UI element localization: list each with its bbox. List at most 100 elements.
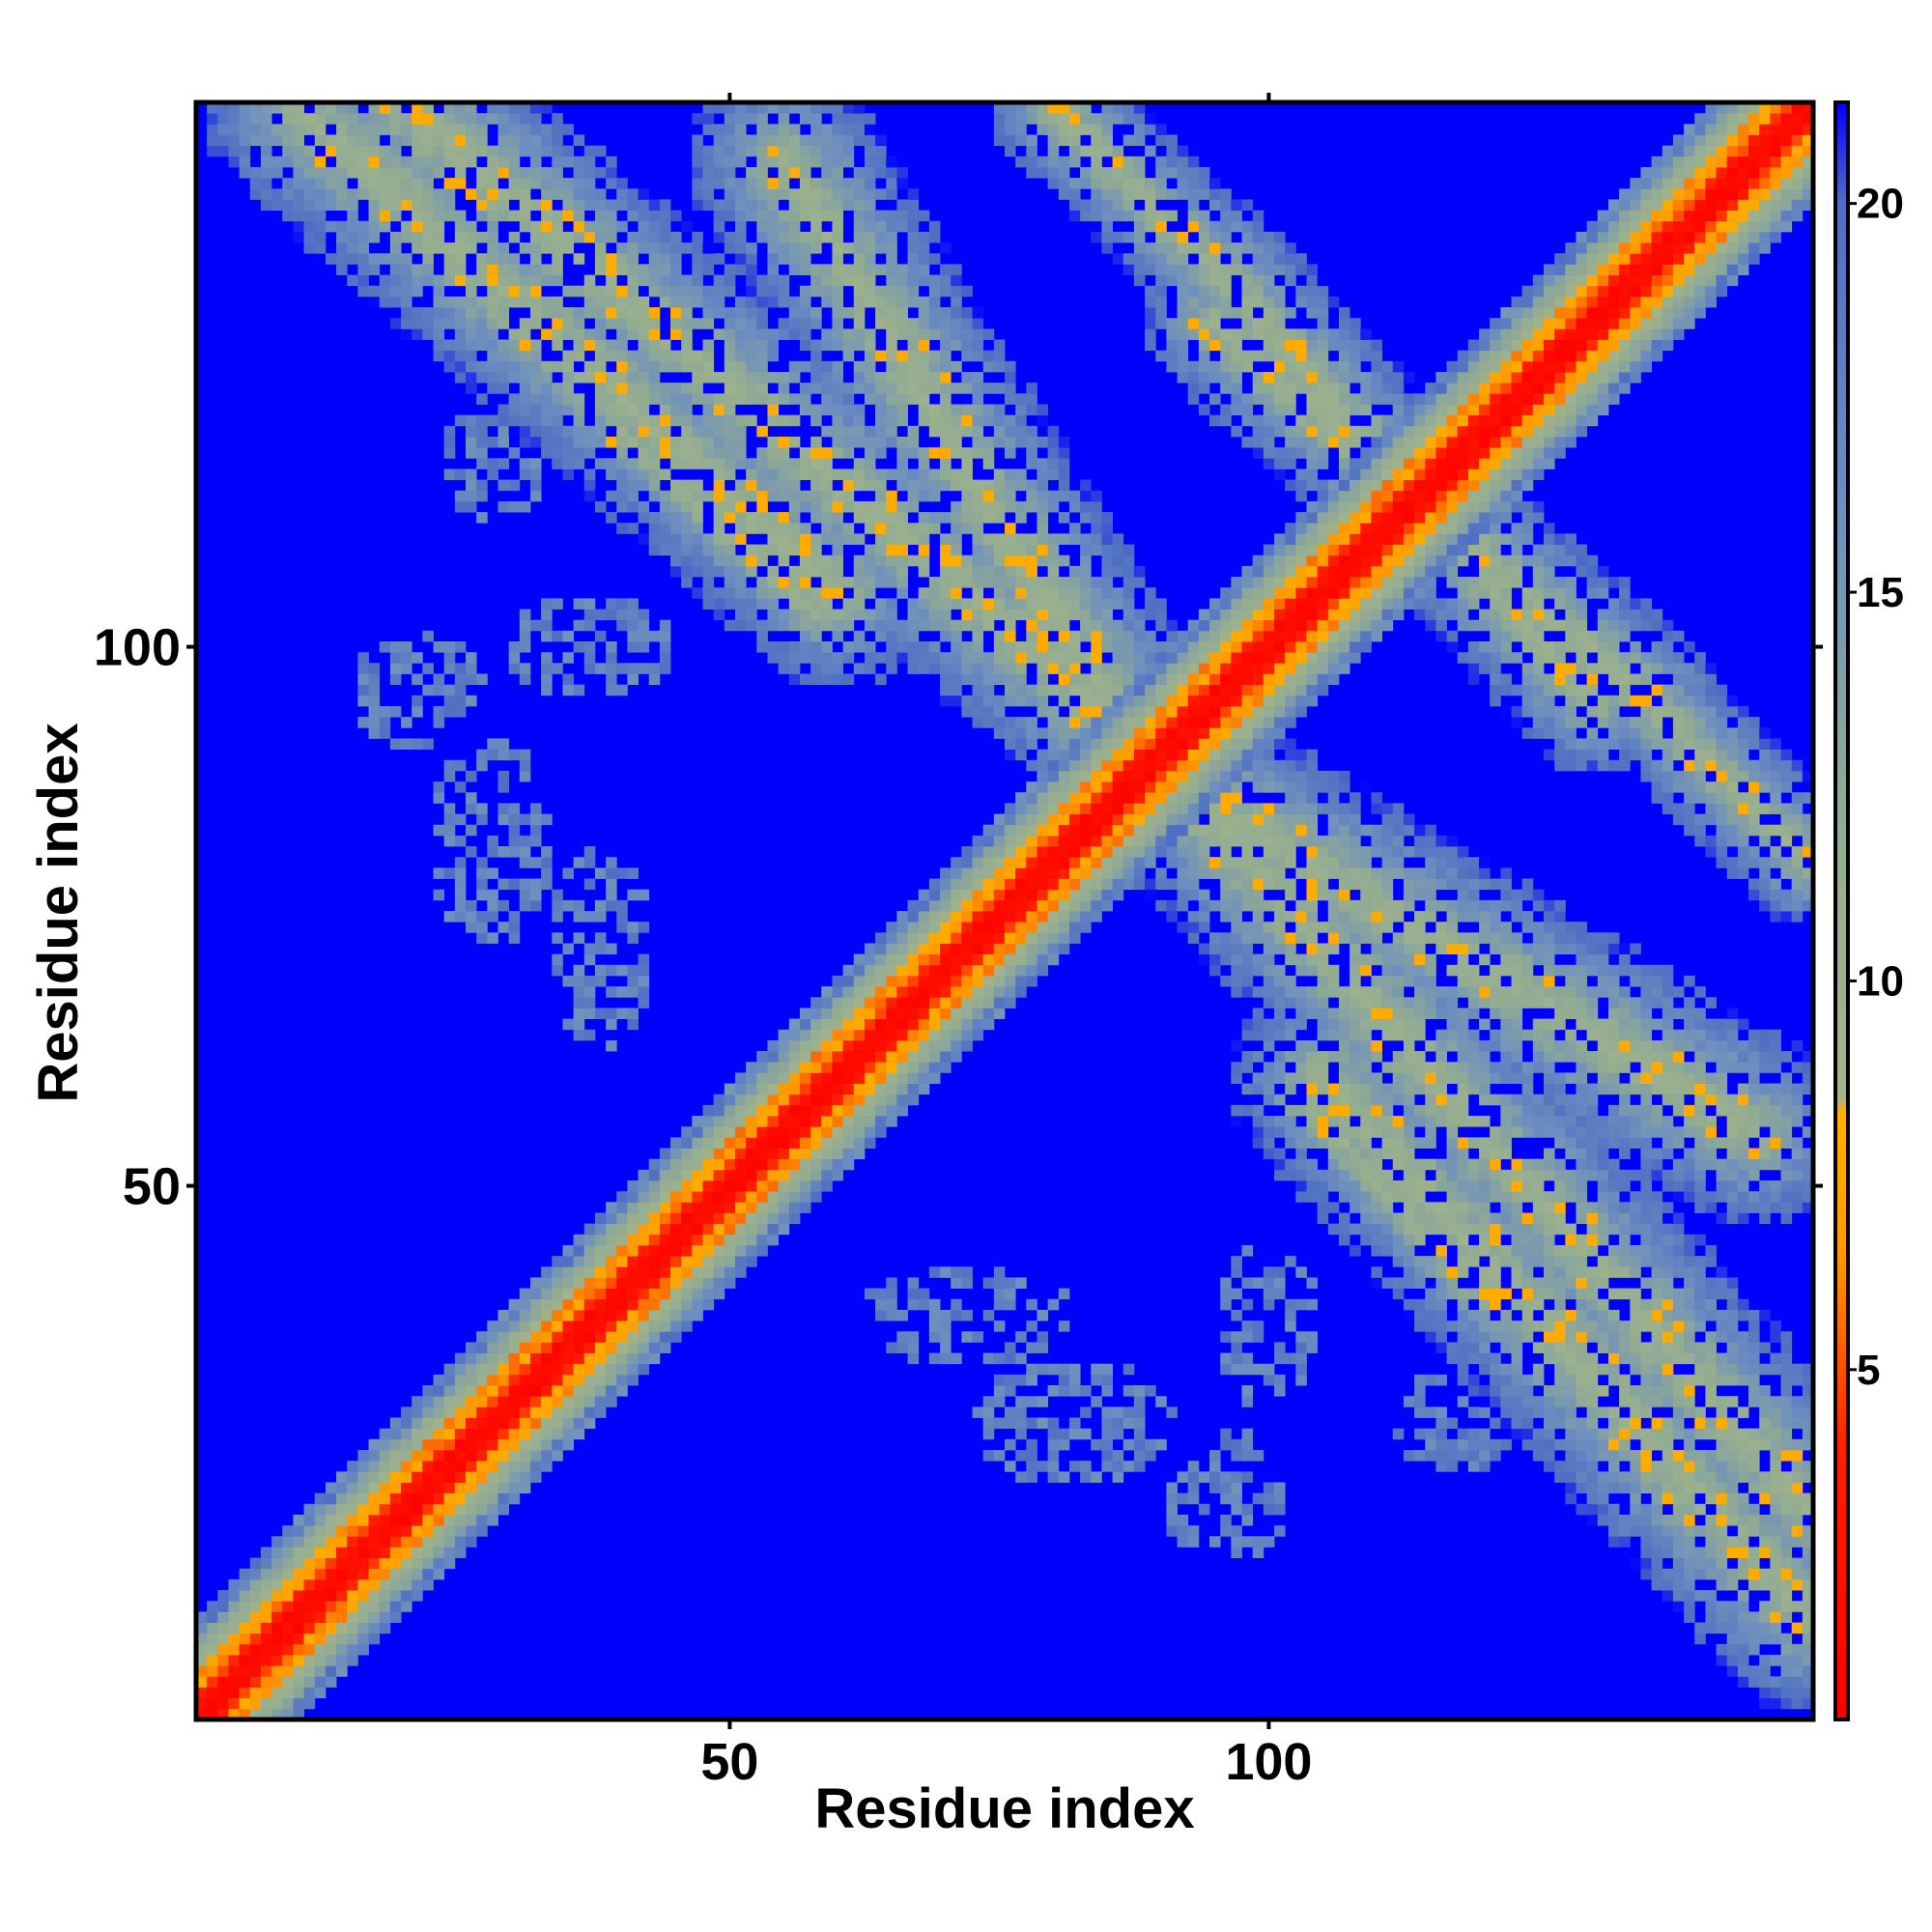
heatmap-cell [886,1277,897,1289]
heatmap-cell [648,479,661,492]
heatmap-cell [443,134,456,147]
heatmap-cell [713,166,725,179]
heatmap-cell [454,1363,467,1376]
heatmap-cell [433,1482,445,1494]
heatmap-cell [907,964,920,977]
heatmap-cell [982,479,995,492]
heatmap-cell [1005,878,1016,891]
heatmap-cell [1015,943,1027,955]
heatmap-cell [508,932,521,944]
heatmap-cell [702,1180,715,1192]
heatmap-cell [196,1708,208,1719]
heatmap-cell [401,188,412,200]
heatmap-cell [659,199,671,211]
heatmap-cell [389,1590,402,1602]
heatmap-cell [529,878,542,891]
heatmap-cell [519,383,531,394]
heatmap-cell [389,1503,402,1516]
heatmap-cell [606,383,617,394]
heatmap-cell [767,469,780,480]
heatmap-cell [541,1417,553,1430]
heatmap-cell [552,1256,563,1267]
heatmap-cell [519,1363,531,1376]
heatmap-cell [401,1514,412,1526]
heatmap-cell [401,652,412,664]
heatmap-cell [1005,102,1016,114]
heatmap-cell [1026,1438,1037,1451]
heatmap-cell [638,1288,650,1300]
heatmap-cell [670,350,682,362]
heatmap-cell [573,458,585,469]
heatmap-cell [627,609,639,621]
heatmap-cell [810,630,822,642]
heatmap-cell [886,404,897,416]
heatmap-cell [368,124,381,135]
heatmap-cell [940,684,952,696]
heatmap-cell [368,663,381,674]
heatmap-cell [982,846,995,858]
heatmap-cell [627,393,639,405]
heatmap-cell [368,166,381,179]
heatmap-cell [422,134,434,147]
heatmap-cell [217,102,229,114]
heatmap-cell [529,835,542,847]
heatmap-cell [529,318,542,329]
heatmap-cell [519,889,531,901]
heatmap-cell [1198,717,1210,728]
heatmap-cell [389,663,402,674]
heatmap-cell [562,1244,574,1257]
heatmap-cell [832,652,843,664]
heatmap-cell [1080,490,1092,502]
heatmap-cell [368,717,381,728]
heatmap-cell [508,1385,521,1397]
heatmap-cell [466,436,477,448]
heatmap-cell [389,1450,402,1462]
heatmap-cell [951,630,962,642]
heatmap-cell [1047,565,1060,578]
heatmap-cell [207,113,218,125]
heatmap-cell [724,166,736,179]
heatmap-cell [1133,178,1146,189]
heatmap-cell [713,274,725,287]
heatmap-cell [1122,673,1135,686]
heatmap-cell [1026,436,1037,448]
heatmap-cell [1047,663,1060,674]
heatmap-cell [940,943,952,955]
heatmap-cell [552,1428,563,1440]
heatmap-cell [466,1492,477,1505]
heatmap-cell [928,1298,941,1311]
heatmap-cell [896,210,908,222]
heatmap-cell [541,383,553,394]
heatmap-cell [907,360,920,373]
heatmap-cell [466,479,477,492]
heatmap-cell [648,1352,661,1365]
heatmap-cell [1220,1482,1232,1494]
heatmap-cell [692,113,703,125]
heatmap-cell [1112,867,1124,879]
heatmap-cell [993,350,1006,362]
heatmap-cell [1015,500,1027,513]
heatmap-cell [1177,922,1189,933]
heatmap-cell [746,609,757,621]
heatmap-cell [1133,770,1146,782]
heatmap-cell [1112,544,1124,556]
heatmap-cell [982,328,995,340]
heatmap-cell [1198,857,1210,868]
heatmap-cell [476,1428,488,1440]
heatmap-cell [670,1244,682,1257]
heatmap-cell [961,932,973,944]
heatmap-cell [810,1116,822,1127]
heatmap-cell [778,469,790,480]
heatmap-cell [681,360,693,373]
heatmap-cell [379,1568,391,1580]
heatmap-cell [875,264,887,275]
heatmap-cell [810,178,822,189]
heatmap-cell [1101,857,1113,868]
heatmap-cell [940,899,952,912]
heatmap-cell [1133,781,1146,793]
heatmap-cell [821,523,833,534]
heatmap-cell [627,360,639,373]
heatmap-cell [692,318,703,329]
heatmap-cell [1166,231,1178,243]
heatmap-cell [519,404,531,416]
